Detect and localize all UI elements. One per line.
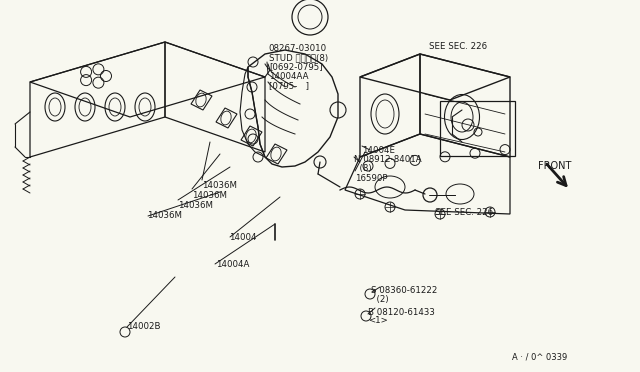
Text: 16590P: 16590P xyxy=(355,174,388,183)
Text: B 08120-61433: B 08120-61433 xyxy=(368,308,435,317)
Text: 14036M: 14036M xyxy=(192,191,227,200)
Text: (2): (2) xyxy=(371,295,389,304)
Text: 14002B: 14002B xyxy=(127,322,160,331)
Text: 14036M: 14036M xyxy=(202,182,237,190)
Text: FRONT: FRONT xyxy=(538,161,571,170)
Text: STUD スタッド(8): STUD スタッド(8) xyxy=(269,53,328,62)
Text: N 08912-8401A: N 08912-8401A xyxy=(354,155,422,164)
Text: 14036M: 14036M xyxy=(178,201,213,210)
Text: SEE SEC. 226: SEE SEC. 226 xyxy=(429,42,487,51)
Text: 14004AA: 14004AA xyxy=(269,72,308,81)
Text: 14004A: 14004A xyxy=(216,260,250,269)
Text: A · / 0^ 0339: A · / 0^ 0339 xyxy=(512,353,567,362)
Text: 08267-03010: 08267-03010 xyxy=(269,44,327,53)
Text: [0692-0795]: [0692-0795] xyxy=(269,62,323,71)
Text: <1>: <1> xyxy=(368,316,388,325)
Text: 14004: 14004 xyxy=(229,233,257,242)
Text: [0795-   ]: [0795- ] xyxy=(269,81,309,90)
Text: SEE SEC. 226: SEE SEC. 226 xyxy=(435,208,493,217)
Text: (8): (8) xyxy=(354,164,372,173)
Bar xyxy=(440,101,515,156)
Text: S 08360-61222: S 08360-61222 xyxy=(371,286,438,295)
Text: 14036M: 14036M xyxy=(147,211,182,220)
Text: 14004E: 14004E xyxy=(362,146,395,155)
